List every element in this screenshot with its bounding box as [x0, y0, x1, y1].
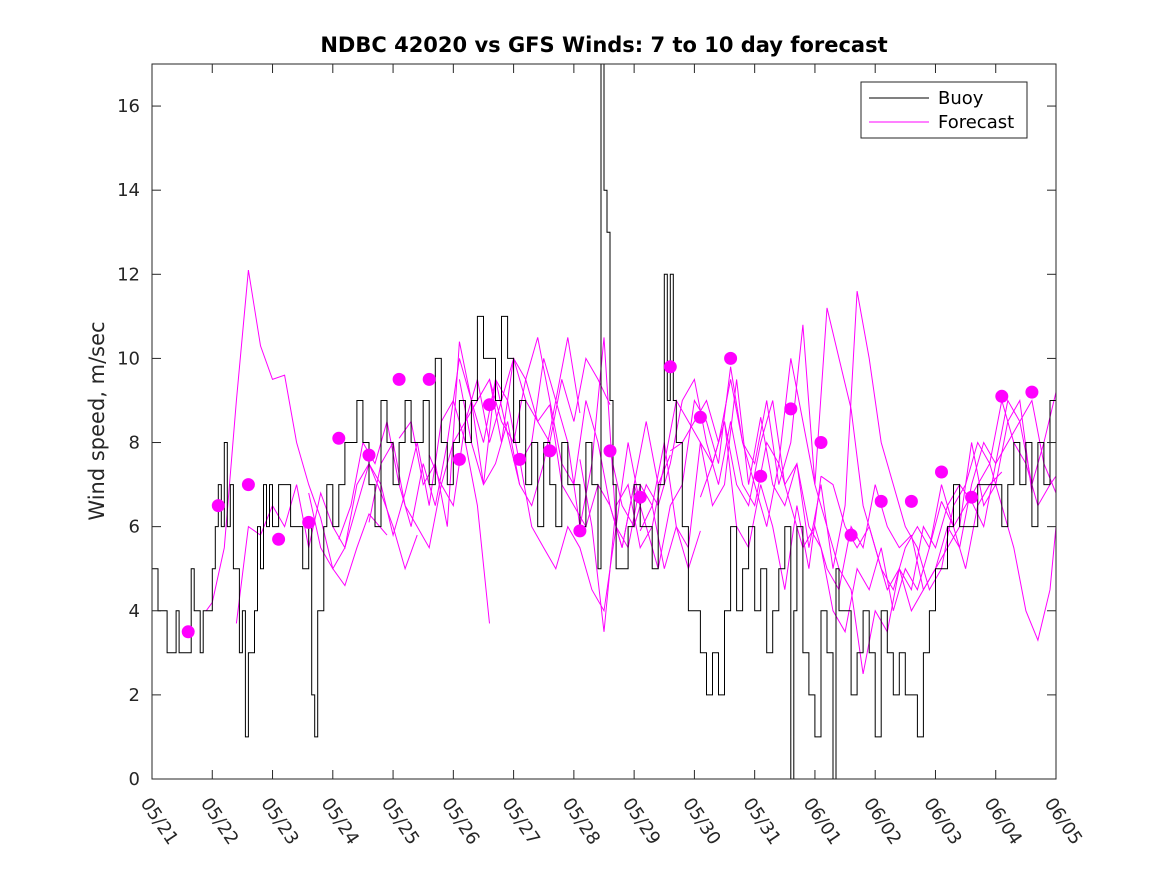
forecast-point — [302, 515, 316, 529]
forecast-point — [392, 372, 406, 386]
forecast-point — [483, 398, 496, 412]
forecast-point — [362, 448, 376, 462]
forecast-points-layer — [181, 351, 1039, 639]
forecast-point — [422, 372, 436, 386]
forecast-point — [603, 444, 617, 458]
forecast-point — [935, 465, 948, 479]
plot-area-border — [151, 63, 1057, 780]
forecast-point — [211, 499, 225, 513]
forecast-line-18 — [760, 417, 942, 634]
forecast-point — [573, 524, 587, 538]
forecast-point — [241, 478, 255, 492]
forecast-point — [784, 402, 798, 416]
y-tick-label: 4 — [129, 601, 140, 622]
legend-buoy-label: Buoy — [938, 88, 984, 109]
forecast-point — [844, 528, 858, 542]
forecast-point — [814, 436, 828, 449]
y-axis-label: Wind speed, m/sec — [85, 321, 109, 520]
forecast-point — [995, 389, 1009, 403]
forecast-line-16 — [699, 291, 882, 569]
forecast-point — [181, 625, 195, 639]
y-tick-label: 6 — [129, 517, 140, 538]
y-axis: 0 2 4 6 8 10 12 14 16 — [117, 96, 1056, 790]
y-tick-label: 16 — [117, 96, 140, 117]
forecast-point — [633, 490, 647, 504]
forecast-point — [543, 444, 557, 458]
forecast-point — [965, 490, 979, 504]
forecast-point — [332, 431, 346, 445]
forecast-point — [874, 494, 888, 508]
chart-title: NDBC 42020 vs GFS Winds: 7 to 10 day for… — [320, 33, 887, 57]
forecast-line-25 — [971, 399, 1056, 529]
y-tick-label: 14 — [117, 180, 140, 201]
forecast-point — [724, 351, 738, 365]
y-tick-label: 2 — [129, 685, 140, 706]
forecast-point — [452, 452, 466, 466]
y-tick-label: 12 — [117, 264, 140, 285]
forecast-point — [693, 410, 707, 424]
forecast-line-8 — [458, 337, 641, 527]
forecast-point — [272, 532, 286, 546]
forecast-line-12 — [579, 379, 762, 632]
y-tick-label: 10 — [117, 348, 140, 369]
forecast-point — [904, 494, 918, 508]
y-tick-label: 8 — [129, 433, 140, 454]
legend: Buoy Forecast — [860, 81, 1028, 139]
forecast-point — [754, 469, 768, 483]
y-tick-label: 0 — [129, 769, 140, 790]
forecast-point — [513, 452, 527, 466]
legend-box — [860, 81, 1028, 139]
legend-forecast-label: Forecast — [938, 112, 1014, 133]
forecast-point — [663, 360, 677, 374]
forecast-line-1 — [205, 270, 388, 612]
forecast-point — [1025, 385, 1039, 399]
